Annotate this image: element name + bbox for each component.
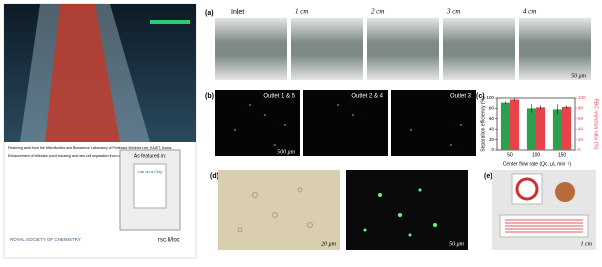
panel-label: (a)	[205, 10, 214, 17]
outlet-label: Outlet 2 & 4	[351, 94, 383, 100]
x-tick-label: 100	[532, 152, 541, 158]
cell	[249, 104, 251, 106]
y2-tick-label: 0	[578, 147, 581, 152]
channel-image	[215, 18, 287, 80]
bar	[510, 99, 520, 150]
cover-featuring: Featuring work from the Microfluidics an…	[8, 146, 172, 150]
y-tick-label: 0	[491, 147, 494, 152]
cover-article: Enhancement of inflection point focusing…	[8, 154, 152, 158]
x-tick-label: 50	[507, 152, 513, 158]
cell-stream	[45, 4, 120, 142]
bar	[552, 109, 562, 150]
journal-name: Lab on a Chip	[138, 169, 164, 174]
channels	[505, 219, 583, 233]
cell	[460, 124, 462, 126]
cell	[352, 114, 354, 116]
y-axis-label: Separation efficiency (%)	[480, 96, 486, 152]
x-tick-label: 150	[558, 152, 567, 158]
y2-tick-label: 60	[578, 116, 584, 121]
outlet-image	[215, 90, 300, 156]
y-tick-label: 80	[489, 106, 495, 111]
scale-label: 1 cm	[581, 241, 593, 247]
cell	[284, 124, 286, 126]
panel-b: Outlet 1 & 5 Outlet 2 & 4 Outlet 3	[215, 90, 476, 156]
bar	[500, 102, 510, 150]
journal-cover: Featuring work from the Microfluidics an…	[3, 3, 197, 259]
fluorescence-image	[346, 170, 468, 250]
position-label: 2 cm	[371, 8, 384, 16]
bar	[536, 107, 546, 150]
cell	[337, 104, 339, 106]
position-label: 4 cm	[523, 8, 536, 16]
outlet-image	[391, 90, 476, 156]
panel-label: (d)	[210, 173, 219, 180]
cells	[237, 187, 313, 233]
scale-label: 50 μm	[571, 73, 587, 79]
position-label: 1 cm	[295, 8, 308, 16]
y-tick-label: 20	[489, 137, 495, 142]
channel-image	[291, 18, 363, 80]
panel-label: (c)	[476, 93, 485, 100]
coin	[555, 182, 575, 202]
channel-image	[443, 18, 515, 80]
outlet-label: Outlet 3	[450, 94, 472, 100]
channel-image	[367, 18, 439, 80]
position-label: Inlet	[231, 9, 244, 16]
spiral	[515, 177, 539, 201]
cell	[264, 114, 266, 116]
green-beam	[150, 20, 190, 24]
cells	[363, 188, 437, 237]
y2-tick-label: 100	[578, 95, 586, 100]
cell	[450, 144, 452, 146]
cover-url: rsc.li/loc	[158, 238, 180, 244]
y-tick-label: 60	[489, 116, 495, 121]
panel-label: (b)	[205, 93, 214, 100]
outlet-label: Outlet 1 & 5	[263, 94, 295, 100]
y2-tick-label: 80	[578, 106, 584, 111]
cell	[410, 129, 412, 131]
panel-a: Inlet 1 cm 2 cm 3 cm 4 cm	[215, 8, 591, 80]
bar	[526, 108, 536, 150]
x-axis-label: Center flow rate (Qc, μL min⁻¹)	[503, 161, 572, 167]
scale-label: 50 μm	[449, 241, 465, 247]
y2-axis-label: RBC rejection ratio (%)	[593, 98, 599, 149]
society-name: ROYAL SOCIETY OF CHEMISTRY	[10, 237, 81, 242]
bar	[562, 106, 572, 150]
scale-label: 500 μm	[277, 149, 296, 155]
cell	[234, 129, 236, 131]
y2-tick-label: 20	[578, 137, 584, 142]
channel-image	[519, 18, 591, 80]
position-label: 3 cm	[446, 8, 460, 16]
mini-cover	[133, 163, 167, 209]
y-tick-label: 100	[486, 95, 494, 100]
featured-text: As featured in:	[134, 153, 166, 159]
panel-label: (e)	[484, 173, 493, 180]
brightfield-image	[218, 170, 340, 250]
y-tick-label: 40	[489, 126, 495, 131]
scale-label: 20 μm	[321, 241, 337, 247]
cell	[274, 144, 276, 146]
outlet-image	[303, 90, 388, 156]
y2-tick-label: 40	[578, 126, 584, 131]
device-photo	[492, 170, 596, 250]
